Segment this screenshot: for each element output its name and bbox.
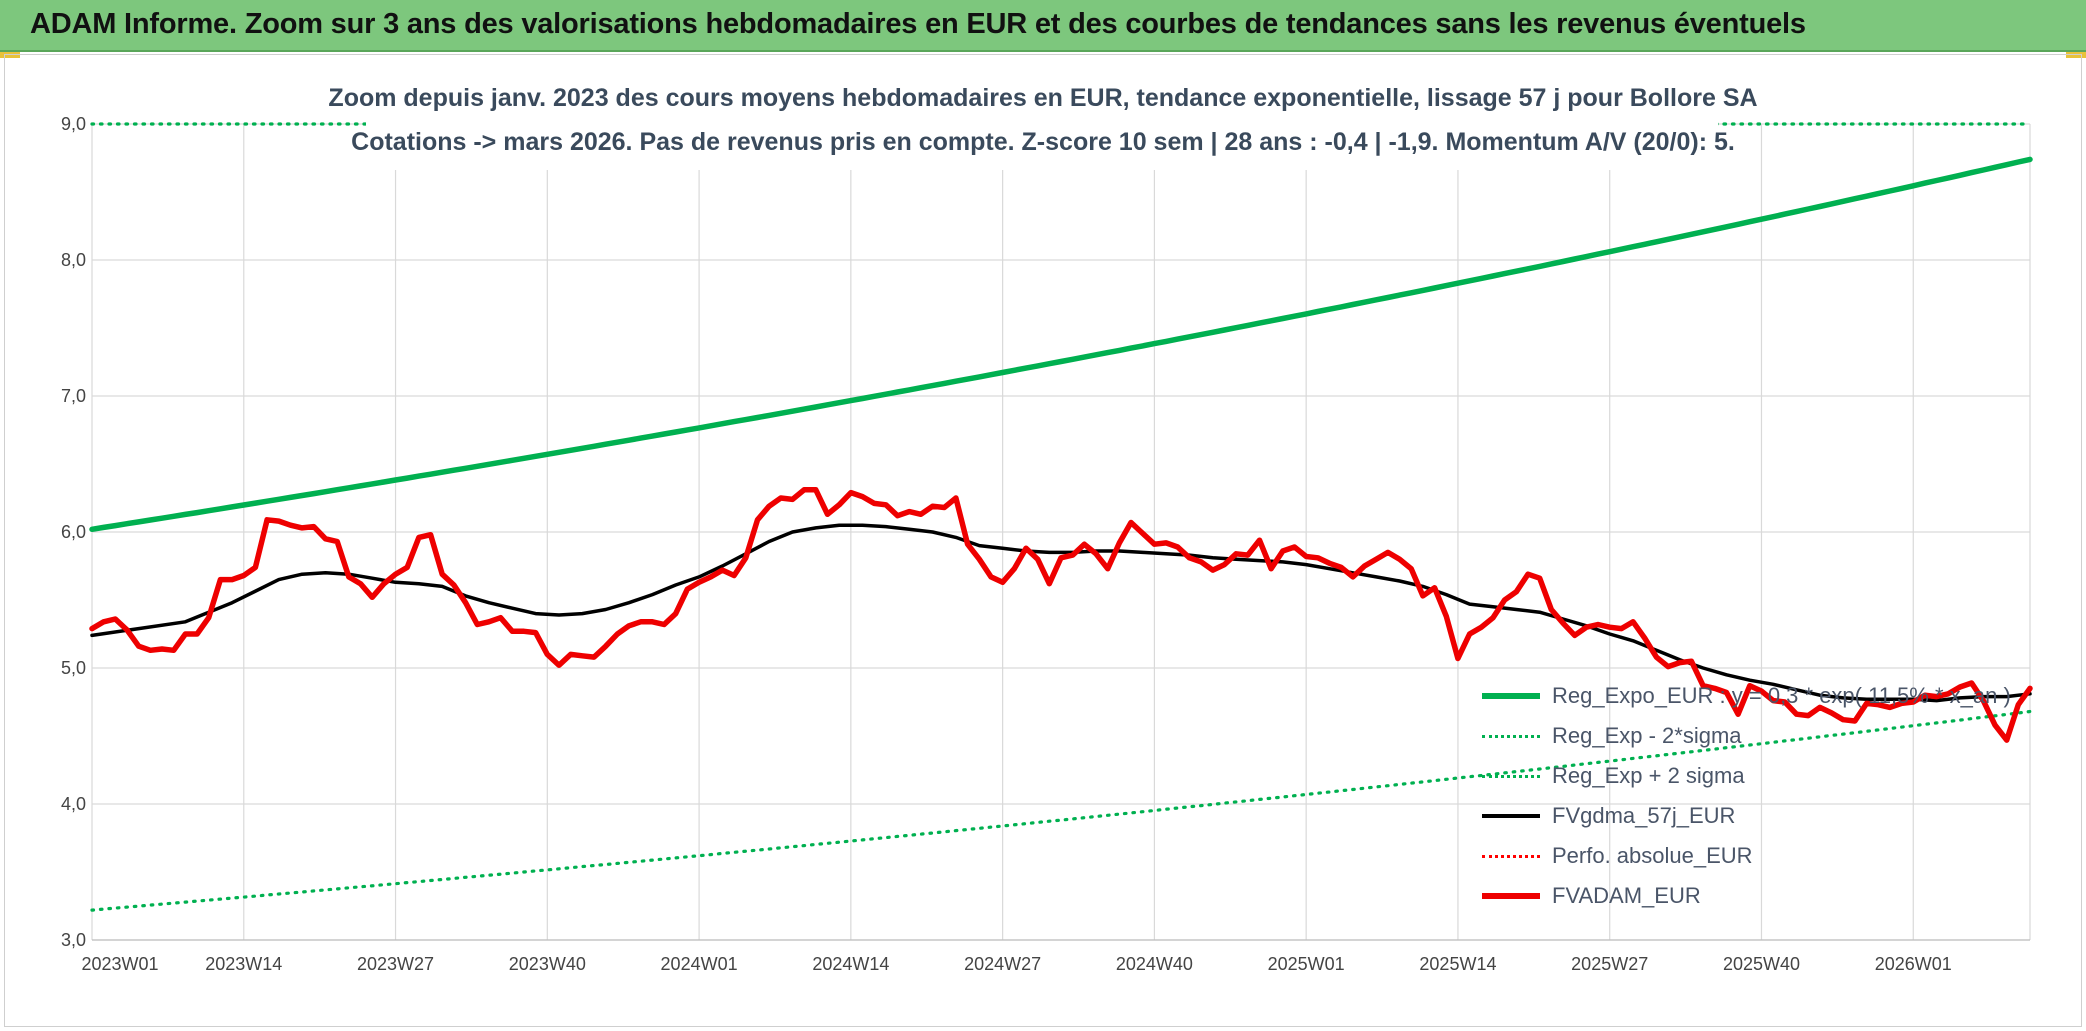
- series-lines: [89, 80, 2033, 912]
- legend-item: Reg_Expo_EUR : y = 0,3 * exp( 11,5% * x_…: [1482, 676, 2042, 716]
- chart-frame: [4, 54, 2082, 1027]
- legend-item: Reg_Exp + 2 sigma: [1482, 756, 2042, 796]
- y-tick-label: 8,0: [61, 250, 86, 270]
- legend-item: FVADAM_EUR: [1482, 876, 2042, 916]
- x-tick-label: 2025W40: [1723, 954, 1800, 974]
- x-tick-label: 2024W27: [964, 954, 1041, 974]
- corner-accent-right: [2066, 52, 2086, 58]
- x-tick-label: 2023W01: [81, 954, 158, 974]
- legend-label: Reg_Expo_EUR : y = 0,3 * exp( 11,5% * x_…: [1552, 683, 2011, 708]
- x-tick-label: 2025W14: [1419, 954, 1496, 974]
- report-title: ADAM Informe. Zoom sur 3 ans des valoris…: [30, 8, 1806, 40]
- report-banner: ADAM Informe. Zoom sur 3 ans des valoris…: [0, 0, 2086, 52]
- legend-swatch: [1482, 734, 1540, 738]
- legend-swatch: [1482, 893, 1540, 899]
- y-tick-label: 6,0: [61, 522, 86, 542]
- series-line-fvadam-eur: [89, 487, 2033, 743]
- legend-label: Perfo. absolue_EUR: [1552, 843, 1753, 868]
- x-tick-label: 2023W27: [357, 954, 434, 974]
- chart-title-line1: Zoom depuis janv. 2023 des cours moyens …: [328, 84, 1758, 112]
- x-tick-label: 2024W14: [812, 954, 889, 974]
- x-tick-label: 2025W01: [1268, 954, 1345, 974]
- x-tick-label: 2023W40: [509, 954, 586, 974]
- x-tick-label: 2025W27: [1571, 954, 1648, 974]
- x-tick-label: 2024W01: [661, 954, 738, 974]
- y-tick-label: 4,0: [61, 794, 86, 814]
- legend-item: Perfo. absolue_EUR: [1482, 836, 2042, 876]
- y-axis-labels: 3,0 4,0 5,0 6,0 7,0 8,0 9,0: [61, 114, 86, 950]
- series-line-reg-expo-eur-y-0-3-exp-11-5-x-an: [89, 156, 2033, 533]
- chart-title-line2: Cotations -> mars 2026. Pas de revenus p…: [351, 128, 1735, 156]
- y-tick-label: 9,0: [61, 114, 86, 134]
- legend-item: Reg_Exp - 2*sigma: [1482, 716, 2042, 756]
- x-tick-label: 2024W40: [1116, 954, 1193, 974]
- legend-swatch: [1482, 693, 1540, 699]
- legend-label: FVADAM_EUR: [1552, 883, 1701, 908]
- x-tick-label: 2023W14: [205, 954, 282, 974]
- title-backdrop: [366, 80, 1718, 170]
- x-axis-labels: 2023W01 2023W14 2023W27 2023W40 2024W01 2024W…: [81, 954, 1951, 974]
- legend-label: Reg_Exp - 2*sigma: [1552, 723, 1742, 748]
- chart-legend: Reg_Expo_EUR : y = 0,3 * exp( 11,5% * x_…: [1482, 676, 2042, 916]
- legend-label: Reg_Exp + 2 sigma: [1552, 763, 1745, 788]
- legend-swatch: [1482, 814, 1540, 818]
- legend-item: FVgdma_57j_EUR: [1482, 796, 2042, 836]
- corner-accent-left: [0, 52, 20, 58]
- legend-swatch: [1482, 854, 1540, 858]
- series-line-fvgdma-57j-eur: [90, 523, 2032, 703]
- y-tick-label: 3,0: [61, 930, 86, 950]
- series-line-reg-exp-2-sigma: [90, 709, 2032, 912]
- y-tick-label: 7,0: [61, 386, 86, 406]
- legend-label: FVgdma_57j_EUR: [1552, 803, 1736, 828]
- x-tick-label: 2026W01: [1875, 954, 1952, 974]
- legend-swatch: [1482, 774, 1540, 778]
- y-tick-label: 5,0: [61, 658, 86, 678]
